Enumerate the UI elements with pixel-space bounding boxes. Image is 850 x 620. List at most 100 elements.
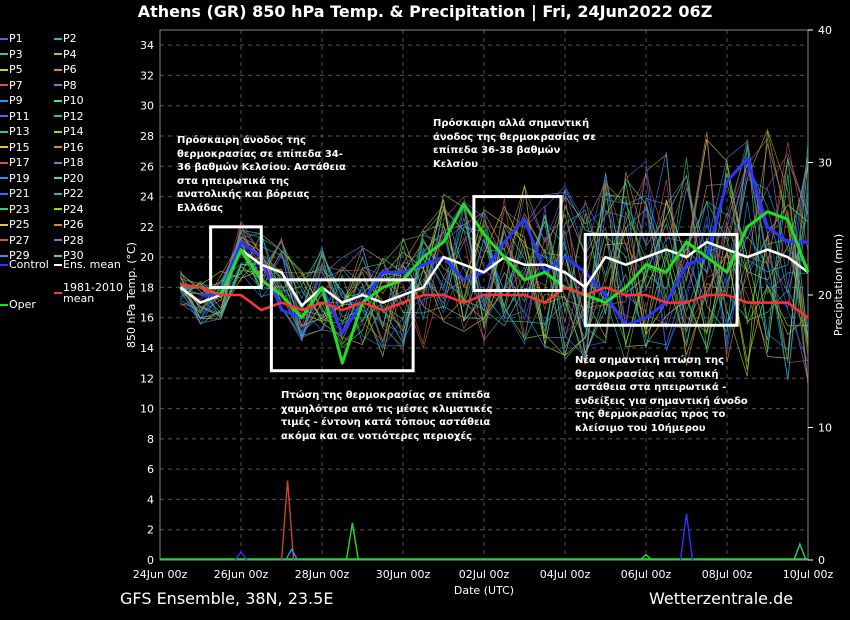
legend-item: P5	[0, 63, 23, 76]
legend-swatch	[0, 115, 8, 117]
ensemble-member-line	[179, 162, 809, 339]
y-tick-label: 16	[140, 312, 154, 325]
legend-swatch	[54, 254, 62, 257]
series-layer	[179, 157, 810, 365]
legend-swatch	[0, 254, 8, 257]
legend-item: P22	[54, 187, 84, 200]
ensemble-member-line	[180, 158, 809, 339]
y-axis-label: 850 hPa Temp. (°C)	[125, 242, 138, 348]
legend-item: P12	[54, 110, 84, 123]
annotation-boxes	[209, 195, 739, 373]
x-tick-label: 02Jul 00z	[459, 568, 510, 581]
x-tick-label: 04Jul 00z	[540, 568, 591, 581]
legend-swatch	[54, 239, 62, 241]
y-tick-label: 14	[140, 342, 154, 355]
annotation-heat-second: Πρόσκαιρη αλλά σημαντική άνοδος της θερμ…	[433, 118, 596, 170]
legend-swatch	[54, 223, 62, 226]
y2-tick-label: 20	[818, 289, 832, 302]
legend-item: P4	[54, 48, 77, 61]
legend-item: P17	[0, 156, 30, 169]
legend-item: P13	[0, 125, 30, 138]
annotation-box	[269, 278, 415, 373]
ensemble-member-line	[179, 140, 809, 380]
legend-swatch	[0, 53, 8, 55]
legend-label: P6	[63, 63, 77, 76]
legend-swatch	[54, 208, 62, 210]
legend-label: P16	[63, 140, 84, 154]
legend-swatch	[54, 99, 62, 102]
y-tick-label: 20	[140, 251, 154, 264]
y-tick-label: 8	[147, 433, 154, 446]
legend-label: P29	[9, 249, 30, 262]
legend-swatch	[0, 303, 8, 306]
legend-label: P4	[63, 47, 77, 61]
legend-item: P25	[0, 218, 30, 231]
model-info: GFS Ensemble, 38N, 23.5E	[120, 589, 334, 608]
legend-swatch	[54, 263, 62, 266]
legend-item: P2	[54, 32, 77, 45]
legend-swatch	[0, 130, 8, 133]
legend-label: P22	[63, 187, 84, 200]
precip-spike	[285, 547, 299, 561]
legend-swatch	[0, 37, 8, 40]
legend-item: P26	[54, 218, 84, 231]
y-tick-label: 0	[147, 554, 154, 567]
series-line-oper	[199, 202, 810, 365]
legend-item: P28	[54, 234, 84, 247]
legend-swatch	[54, 146, 62, 148]
legend-swatch	[0, 68, 8, 71]
legend-item: P3	[0, 48, 23, 61]
series-line-1981-2010-mean	[180, 283, 809, 319]
legend-item: P24	[54, 203, 84, 216]
legend-item: P1	[0, 32, 23, 45]
legend-label: P7	[9, 78, 23, 92]
x-tick-label: 10Jul 00z	[783, 568, 834, 581]
legend-label: P27	[9, 233, 30, 247]
source-credit: Wetterzentrale.de	[649, 589, 794, 608]
legend-swatch	[54, 115, 62, 117]
annotation-heat-first: Πρόσκαιρη άνοδος της θερμοκρασίας σε επί…	[177, 135, 346, 214]
legend-item: P14	[54, 125, 84, 138]
y-tick-label: 18	[140, 281, 154, 294]
x-tick-label: 24Jun 00z	[133, 568, 188, 581]
legend-item: P8	[54, 79, 77, 92]
x-tick-label: 28Jun 00z	[295, 568, 350, 581]
y-tick-label: 26	[140, 160, 154, 173]
legend-swatch	[0, 177, 8, 179]
legend-label: P18	[63, 156, 84, 169]
legend-swatch	[0, 84, 8, 86]
legend-swatch	[54, 177, 62, 179]
legend-label: P3	[9, 47, 23, 61]
legend-swatch	[54, 130, 62, 133]
annotation-box	[209, 225, 263, 289]
legend-label: Ens. mean	[63, 258, 121, 271]
x-tick-label: 08Jul 00z	[702, 568, 753, 581]
legend-item: P18	[54, 156, 84, 169]
y-tick-label: 32	[140, 69, 154, 82]
legend-item: P9	[0, 94, 23, 107]
legend-item: Ens. mean	[54, 258, 121, 271]
legend-swatch	[0, 263, 8, 266]
legend-item: P30	[54, 249, 84, 262]
y2-axis-label: Precipitation (mm)	[832, 234, 845, 336]
precip-spike	[280, 480, 295, 561]
legend-item: P6	[54, 63, 77, 76]
legend-label: P23	[9, 202, 30, 216]
legend-item: Control	[0, 258, 49, 271]
legend-label: P15	[9, 140, 30, 154]
y2-tick-label: 10	[818, 422, 832, 435]
legend-label: P25	[9, 218, 30, 231]
legend-swatch	[0, 161, 8, 164]
ensemble-member-line	[180, 157, 809, 341]
y2-tick-label: 40	[818, 24, 832, 37]
legend-label: P19	[9, 171, 30, 185]
legend-label: P21	[9, 187, 30, 200]
legend-label: P26	[63, 218, 84, 231]
legend-label: P12	[63, 109, 84, 123]
legend-label: P30	[63, 249, 84, 262]
legend-label: P24	[63, 202, 84, 216]
legend-swatch	[0, 99, 8, 102]
precip-spike	[679, 513, 694, 561]
